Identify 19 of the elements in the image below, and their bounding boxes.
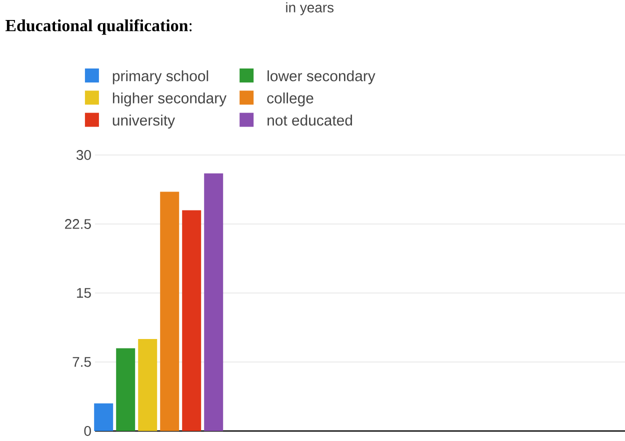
bar [160, 192, 180, 431]
legend-label: higher secondary [112, 92, 227, 106]
text: in years [286, 2, 334, 16]
y-tick-label: 15 [77, 288, 91, 298]
legend-label: lower secondary [268, 70, 376, 84]
legend-label: college [267, 92, 314, 106]
bar [116, 348, 136, 431]
bar [94, 403, 114, 431]
y-tick-label: 7.5 [72, 357, 91, 367]
y-tick-label: 0 [84, 426, 91, 436]
legend-label: primary school [112, 70, 208, 84]
bar [182, 210, 202, 431]
bar [204, 173, 224, 431]
bar [138, 339, 158, 431]
legend-label: not educated [268, 114, 352, 126]
y-tick-label: 22.5 [65, 219, 91, 229]
y-tick-label: 30 [76, 150, 91, 160]
legend-label: university [112, 114, 176, 129]
chart-title: Educational qualification: [5, 19, 192, 35]
